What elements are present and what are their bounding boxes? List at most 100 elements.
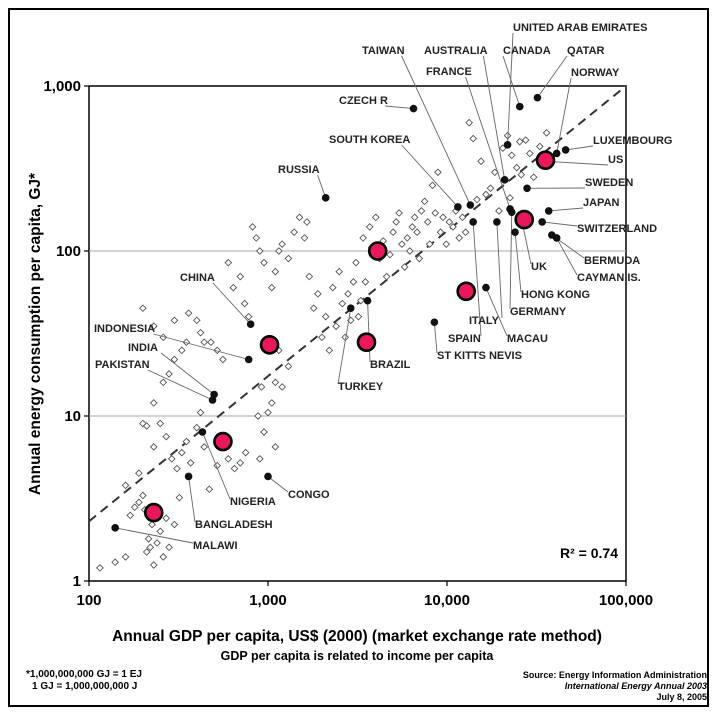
data-point <box>295 213 304 222</box>
data-point <box>515 137 524 146</box>
data-point <box>142 548 151 556</box>
data-point <box>352 258 360 267</box>
data-point <box>386 250 394 259</box>
leader-line <box>548 207 584 212</box>
y-tick-label: 10 <box>64 408 81 425</box>
labeled-point <box>503 141 512 149</box>
leader-line <box>337 308 352 385</box>
point-label: CZECH R <box>339 95 388 107</box>
labeled-point <box>511 228 519 236</box>
data-point <box>284 254 293 263</box>
labeled-point <box>507 208 516 216</box>
data-point <box>159 378 168 387</box>
data-point <box>495 207 503 215</box>
data-point <box>525 149 534 158</box>
leader-line <box>556 237 578 276</box>
data-point <box>175 493 184 502</box>
data-point <box>455 234 464 242</box>
data-point <box>482 190 490 199</box>
data-point <box>400 263 409 271</box>
footnote-line-2: 1 GJ = 1,000,000,000 J <box>32 681 138 692</box>
data-point <box>236 272 245 281</box>
leader-line <box>153 333 249 360</box>
point-label: US <box>608 154 623 166</box>
leader-line <box>401 144 459 208</box>
data-point <box>254 412 262 420</box>
data-point <box>415 254 424 263</box>
data-point <box>439 213 447 222</box>
point-label: LUXEMBOURG <box>593 135 672 147</box>
data-point <box>244 312 253 321</box>
data-point <box>186 459 195 467</box>
data-point <box>428 181 437 190</box>
data-point <box>196 328 205 337</box>
data-point <box>240 299 249 308</box>
data-point <box>300 234 309 242</box>
data-point <box>267 283 276 292</box>
data-point <box>398 240 406 249</box>
highlight-point <box>143 502 164 523</box>
chart-subtitle: GDP per capita is related to income per … <box>221 649 495 663</box>
labeled-point <box>321 194 330 202</box>
data-point <box>344 290 352 298</box>
data-point <box>241 448 250 457</box>
data-point <box>224 258 233 267</box>
data-point <box>148 520 156 529</box>
point-label: MACAU <box>507 333 548 345</box>
leader-line <box>433 322 438 354</box>
data-point <box>135 498 143 507</box>
data-point <box>230 464 239 473</box>
point-label: QATAR <box>567 45 605 57</box>
data-point <box>417 207 426 215</box>
point-label: NIGERIA <box>230 496 276 508</box>
data-point <box>517 170 526 179</box>
labeled-point <box>264 472 272 481</box>
labeled-point <box>500 176 509 184</box>
y-tick-label: 1,000 <box>43 78 81 95</box>
data-point <box>144 535 153 543</box>
data-point <box>354 312 363 321</box>
labeled-point <box>561 146 570 154</box>
leader-line <box>201 431 231 500</box>
source-line-2: International Energy Annual 2003 <box>564 681 707 691</box>
data-point <box>167 455 176 463</box>
labeled-point <box>544 207 553 215</box>
leader-line <box>147 369 213 401</box>
data-point <box>403 234 412 242</box>
data-point <box>423 218 432 226</box>
labeled-point <box>184 472 193 481</box>
data-point <box>252 234 261 242</box>
point-label: HONG KONG <box>521 289 590 301</box>
data-point <box>359 234 367 242</box>
point-label: TURKEY <box>338 381 384 393</box>
labeled-point <box>482 283 490 292</box>
labeled-point <box>538 218 546 226</box>
point-label: BERMUDA <box>584 255 640 267</box>
data-point <box>434 168 442 177</box>
data-point <box>229 283 238 292</box>
data-point <box>205 485 214 494</box>
data-point <box>542 129 551 137</box>
labeled-point <box>198 428 207 436</box>
data-point <box>328 283 337 292</box>
leader-line <box>188 476 196 523</box>
data-point <box>395 209 403 217</box>
point-label: SWITZERLAND <box>577 223 657 235</box>
data-point <box>442 240 451 249</box>
data-point <box>303 218 311 226</box>
data-point <box>389 228 397 237</box>
data-point <box>275 247 283 255</box>
data-point <box>162 432 171 441</box>
labeled-point <box>454 203 462 211</box>
point-label: JAPAN <box>583 197 620 209</box>
labeled-point <box>246 320 255 329</box>
data-point <box>278 240 287 249</box>
highlight-point <box>356 332 377 353</box>
data-point <box>126 511 135 520</box>
labeled-point <box>552 234 561 242</box>
leader-line <box>509 212 513 310</box>
point-label: INDIA <box>128 342 158 354</box>
data-point <box>465 118 474 127</box>
x-tick-label: 100 <box>76 592 101 609</box>
